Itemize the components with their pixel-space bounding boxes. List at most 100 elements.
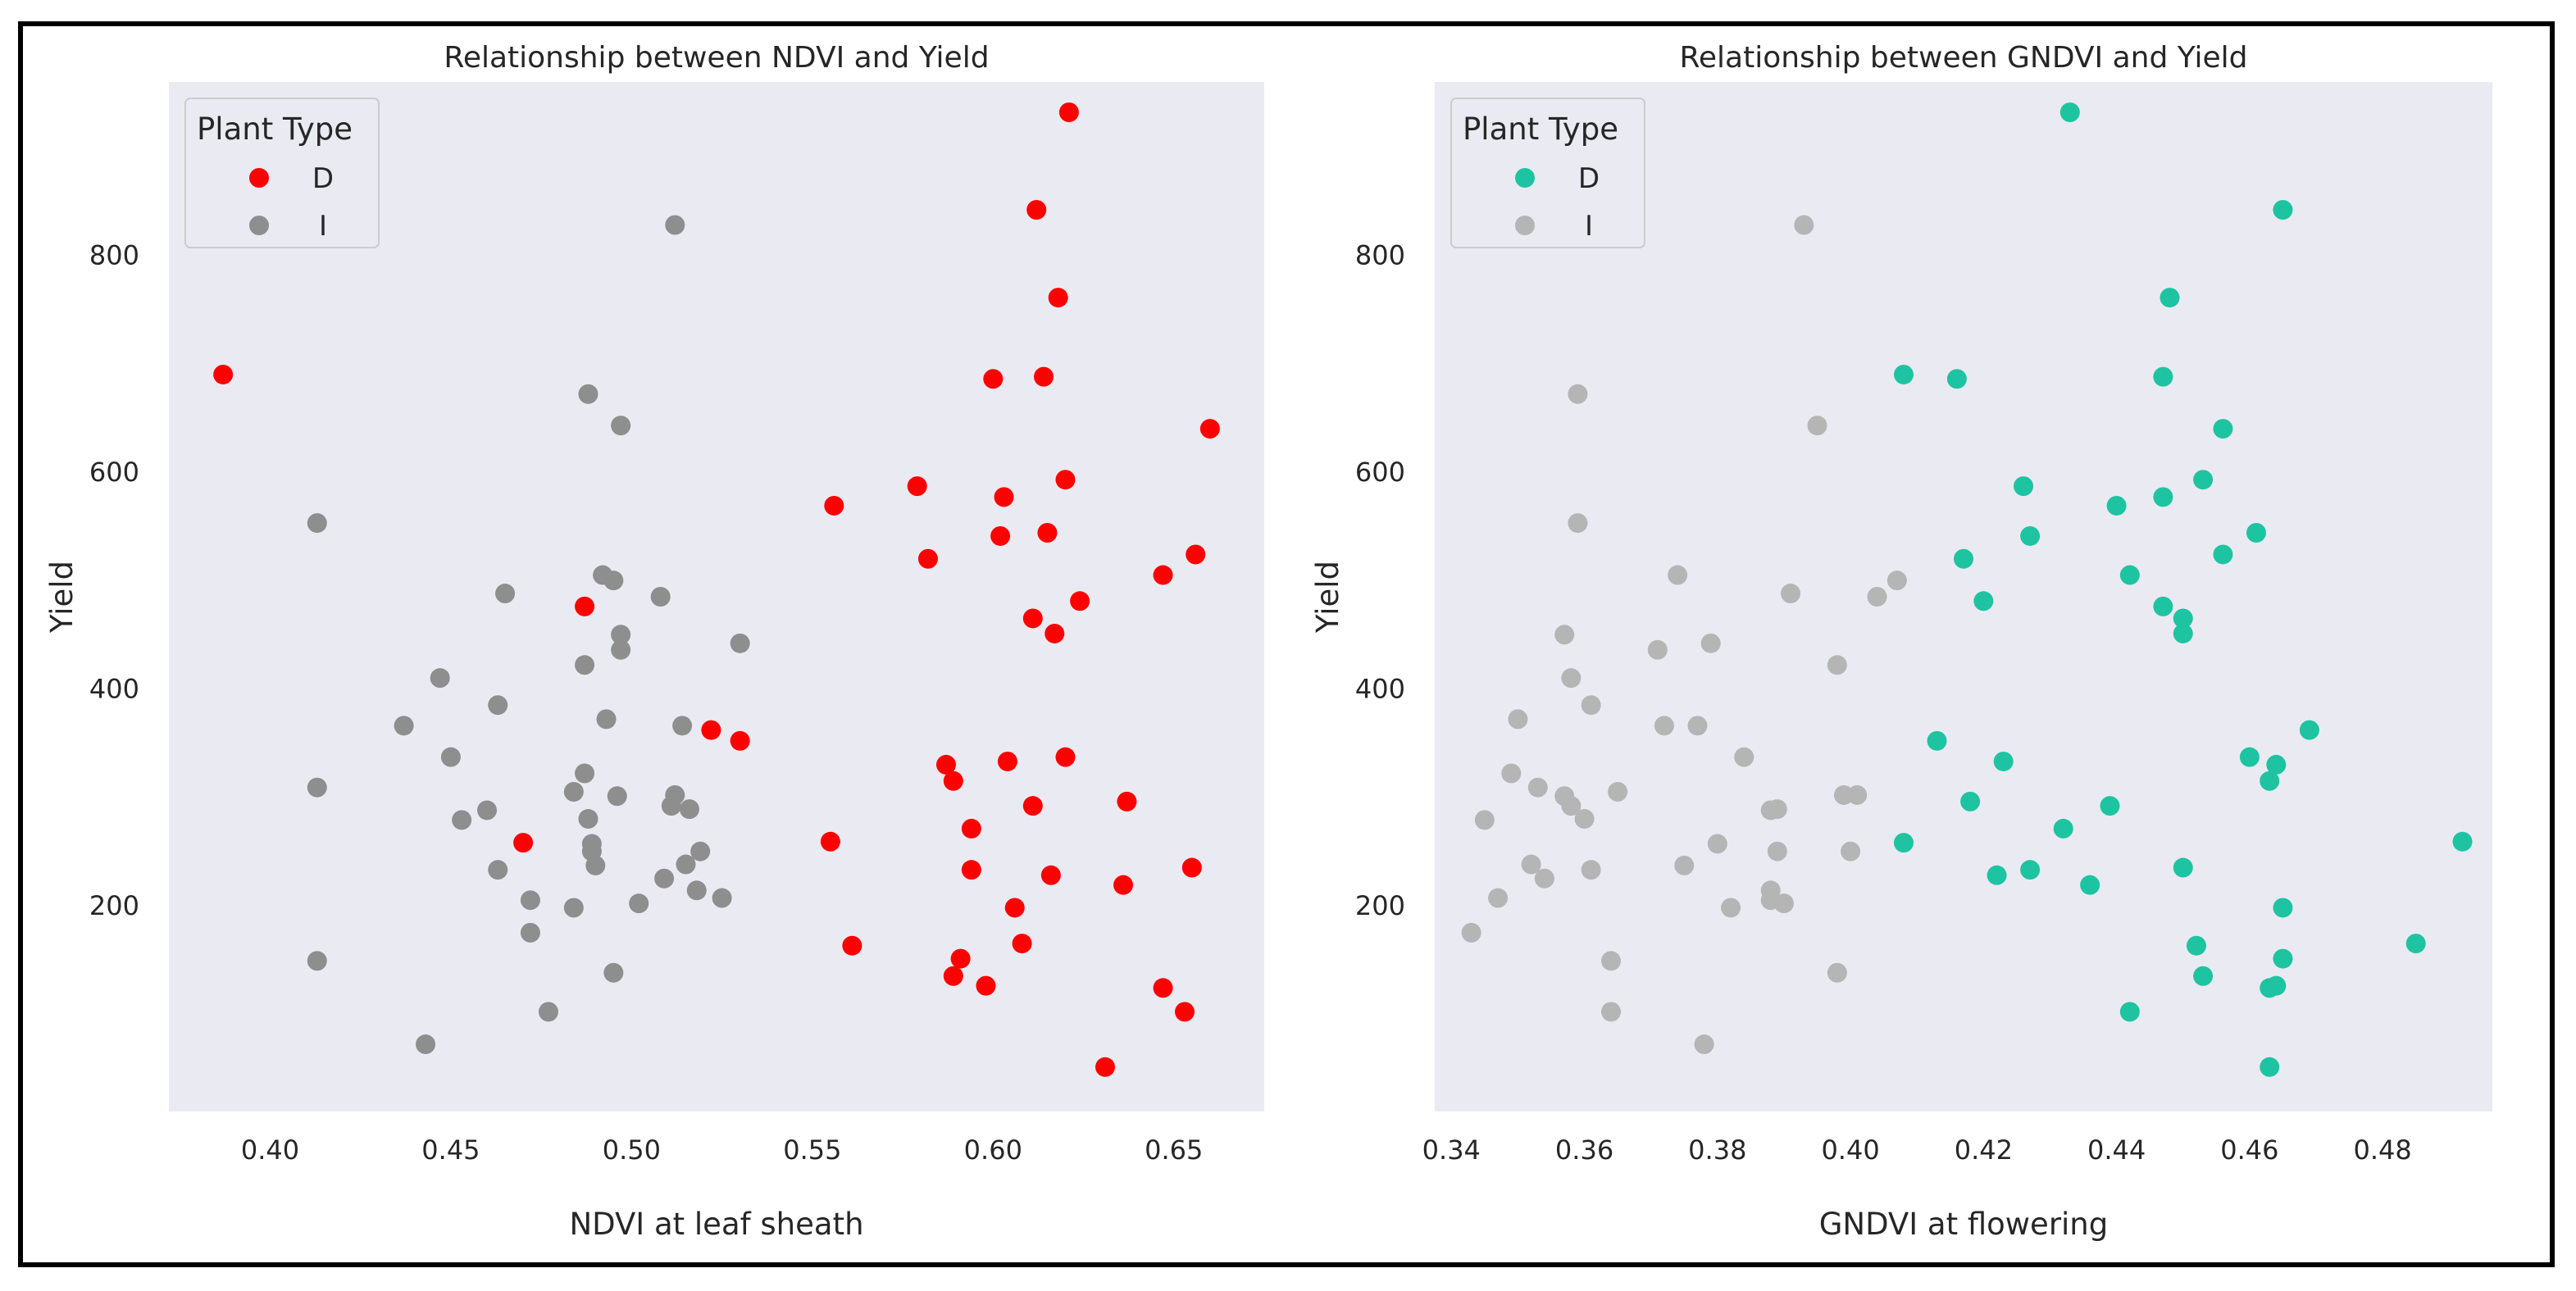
data-point-i	[307, 513, 327, 534]
data-point-d	[2173, 608, 2193, 629]
data-point-d	[2080, 875, 2100, 895]
data-point-i	[1574, 809, 1595, 830]
gndvi-yield-chart: Relationship between GNDVI and Yield GND…	[1310, 41, 2492, 1242]
data-point-i	[1687, 716, 1708, 736]
data-point-d	[1174, 1002, 1195, 1022]
data-point-i	[1647, 639, 1668, 660]
data-point-i	[520, 922, 540, 943]
x-tick-label: 0.50	[603, 1134, 661, 1166]
data-point-d	[2173, 623, 2193, 643]
data-point-i	[1534, 868, 1554, 889]
data-point-d	[842, 935, 862, 956]
legend-marker-i	[249, 216, 269, 235]
x-tick-label: 0.40	[241, 1134, 299, 1166]
data-point-d	[2020, 525, 2041, 546]
data-point-i	[603, 962, 624, 983]
data-point-d	[1954, 548, 1973, 569]
data-point-d	[213, 364, 234, 384]
x-tick-label: 0.45	[421, 1134, 480, 1166]
data-point-d	[2452, 831, 2473, 852]
data-point-i	[477, 800, 498, 821]
legend-items: DI	[1515, 162, 1600, 243]
y-tick-label: 600	[1355, 457, 1405, 488]
data-point-d	[917, 548, 938, 569]
data-point-i	[1773, 893, 1794, 914]
data-point-i	[1707, 834, 1727, 854]
data-point-d	[950, 948, 971, 969]
data-point-i	[611, 416, 631, 436]
data-point-d	[994, 487, 1014, 507]
x-tick-labels: 0.34 0.36 0.38 0.40 0.42 0.44 0.46 0.48	[1422, 1134, 2412, 1166]
data-point-i	[1521, 854, 1541, 875]
legend-title: Plant Type	[197, 111, 353, 147]
data-point-i	[1568, 513, 1588, 534]
data-point-d	[1037, 522, 1058, 543]
data-point-i	[686, 880, 707, 901]
legend-box	[1450, 98, 1645, 248]
data-point-i	[578, 384, 598, 404]
data-point-d	[2273, 200, 2293, 220]
x-tick-label: 0.48	[2354, 1134, 2412, 1166]
data-point-d	[2186, 935, 2206, 956]
data-point-d	[1987, 865, 2007, 885]
data-point-d	[2213, 544, 2233, 565]
data-point-d	[2239, 747, 2260, 767]
data-point-i	[1694, 1034, 1714, 1055]
data-points	[1461, 102, 2473, 1077]
legend-marker-i	[1515, 216, 1535, 235]
data-point-i	[1527, 777, 1548, 798]
data-point-d	[2273, 948, 2293, 969]
data-point-i	[1601, 951, 1621, 971]
data-point-i	[394, 716, 414, 736]
data-point-i	[607, 786, 627, 807]
data-point-i	[538, 1002, 558, 1022]
data-point-i	[495, 584, 516, 604]
data-point-d	[1153, 565, 1173, 585]
data-point-d	[820, 831, 840, 852]
data-point-i	[578, 809, 598, 830]
data-point-i	[676, 854, 696, 875]
data-point-i	[603, 570, 624, 591]
plot-area	[1435, 82, 2492, 1111]
data-point-d	[575, 596, 595, 616]
y-tick-label: 200	[89, 890, 139, 921]
data-point-i	[1654, 716, 1674, 736]
data-point-i	[1674, 855, 1695, 875]
data-point-i	[575, 655, 595, 675]
legend-marker-d	[1515, 168, 1535, 188]
data-point-d	[907, 476, 927, 497]
x-tick-label: 0.40	[1821, 1134, 1879, 1166]
data-point-i	[575, 763, 595, 784]
data-point-d	[2405, 934, 2426, 954]
data-point-i	[1734, 747, 1755, 767]
x-tick-label: 0.42	[1955, 1134, 2013, 1166]
data-point-i	[1561, 668, 1582, 689]
ndvi-yield-chart: Relationship between NDVI and Yield NDVI…	[44, 41, 1264, 1242]
data-point-i	[1508, 709, 1528, 730]
data-point-i	[1721, 898, 1741, 918]
data-point-i	[654, 868, 675, 889]
data-point-d	[2246, 522, 2266, 543]
data-point-d	[2153, 487, 2173, 507]
data-point-d	[2119, 565, 2140, 585]
data-point-d	[1153, 978, 1173, 998]
data-point-i	[650, 587, 671, 607]
data-point-i	[488, 695, 508, 716]
data-point-i	[1827, 962, 1847, 983]
data-point-i	[520, 890, 540, 911]
x-tick-label: 0.65	[1145, 1134, 1203, 1166]
y-tick-label: 800	[89, 240, 139, 271]
data-point-i	[563, 898, 584, 918]
legend-label-i: I	[319, 210, 327, 243]
data-point-i	[1668, 565, 1688, 585]
y-tick-label: 800	[1355, 240, 1405, 271]
data-point-d	[976, 975, 996, 996]
data-point-d	[2266, 975, 2287, 996]
data-point-d	[701, 720, 721, 740]
legend: Plant Type DI	[1450, 98, 1645, 248]
data-point-d	[1058, 102, 1079, 123]
data-point-d	[943, 771, 963, 791]
legend-items: DI	[249, 162, 334, 243]
chart-title: Relationship between NDVI and Yield	[444, 41, 989, 75]
data-point-i	[1608, 781, 1628, 802]
